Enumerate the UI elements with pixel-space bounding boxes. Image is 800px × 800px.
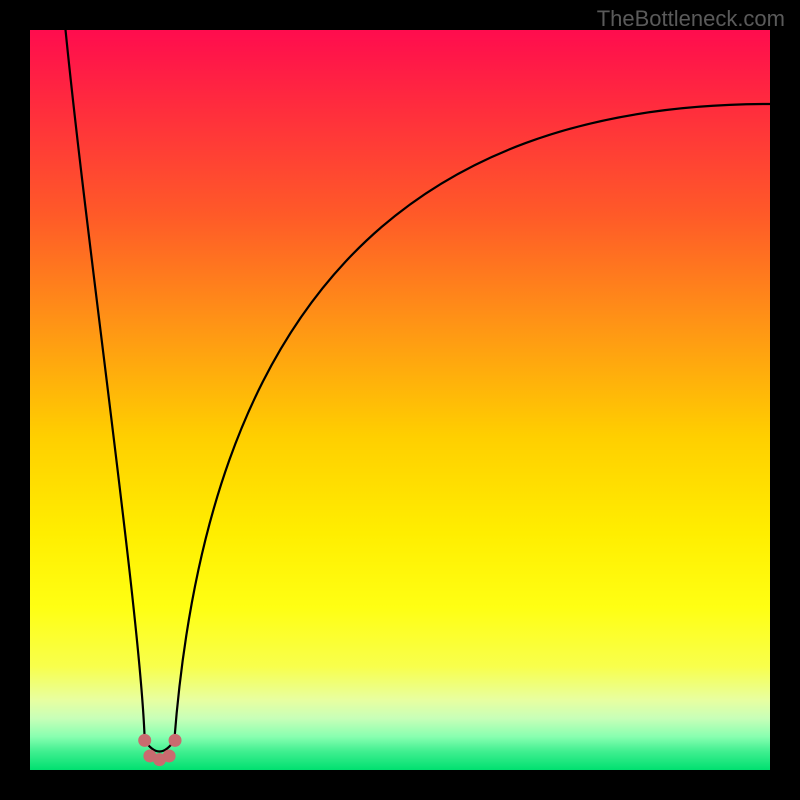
marker-point: [163, 749, 176, 762]
plot-area: [30, 30, 770, 770]
watermark-label: TheBottleneck.com: [597, 6, 785, 32]
bottleneck-curve: [66, 30, 770, 752]
curve-overlay: [30, 30, 770, 770]
marker-point: [169, 734, 182, 747]
marker-point: [138, 734, 151, 747]
chart-container: TheBottleneck.com: [0, 0, 800, 800]
